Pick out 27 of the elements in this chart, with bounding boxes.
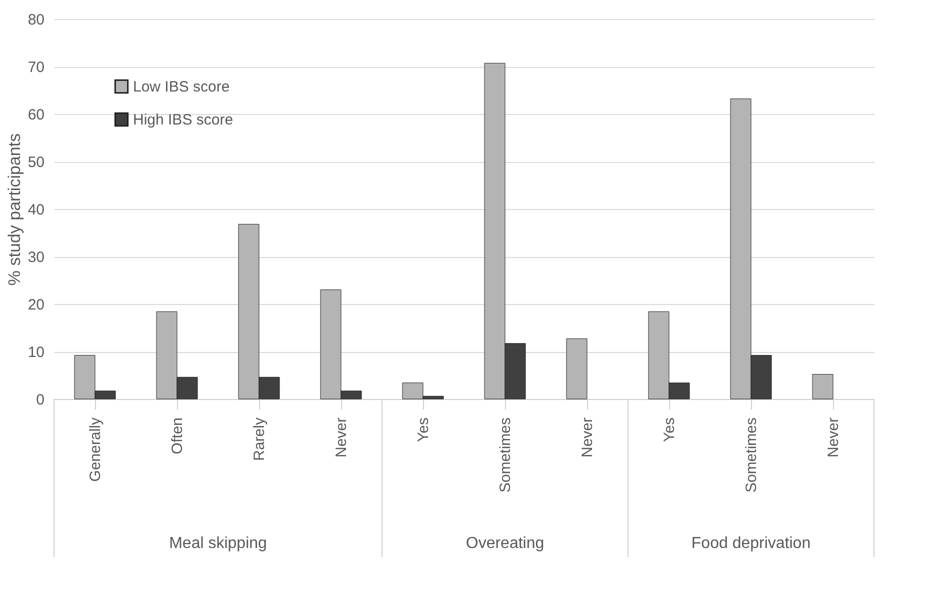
y-axis-title: % study participants: [4, 133, 24, 286]
bar: [812, 374, 834, 400]
x-tick-label: Never: [579, 418, 596, 458]
x-tick-label: Sometimes: [743, 418, 760, 493]
x-tick-label: Yes: [661, 418, 678, 442]
x-tick-label: Yes: [415, 418, 432, 442]
y-tick-label: 10: [28, 344, 44, 361]
text: Overeating: [466, 535, 544, 552]
y-tick-label: 80: [28, 12, 44, 28]
y-tick-label: 70: [28, 59, 44, 76]
legend-label: High IBS score: [133, 112, 234, 128]
x-tick-label: Often: [169, 418, 186, 454]
y-tick-label: 50: [28, 154, 44, 171]
x-tick-label: Never: [333, 418, 350, 458]
text: Food deprivation: [691, 535, 811, 552]
legend-label: Low IBS score: [133, 78, 230, 96]
y-tick-label: 0: [36, 392, 44, 408]
x-tick-label: Never: [825, 418, 842, 458]
y-tick-label: 40: [28, 202, 44, 218]
y-tick-label: 30: [28, 249, 44, 266]
text: Meal skipping: [169, 535, 267, 552]
y-tick-label: 20: [28, 296, 44, 314]
bar: [566, 338, 588, 400]
x-tick-label: Sometimes: [497, 418, 514, 493]
x-tick-label: Generally: [87, 417, 104, 482]
y-tick-label: 60: [28, 106, 44, 124]
x-tick-label: Rarely: [251, 417, 268, 461]
